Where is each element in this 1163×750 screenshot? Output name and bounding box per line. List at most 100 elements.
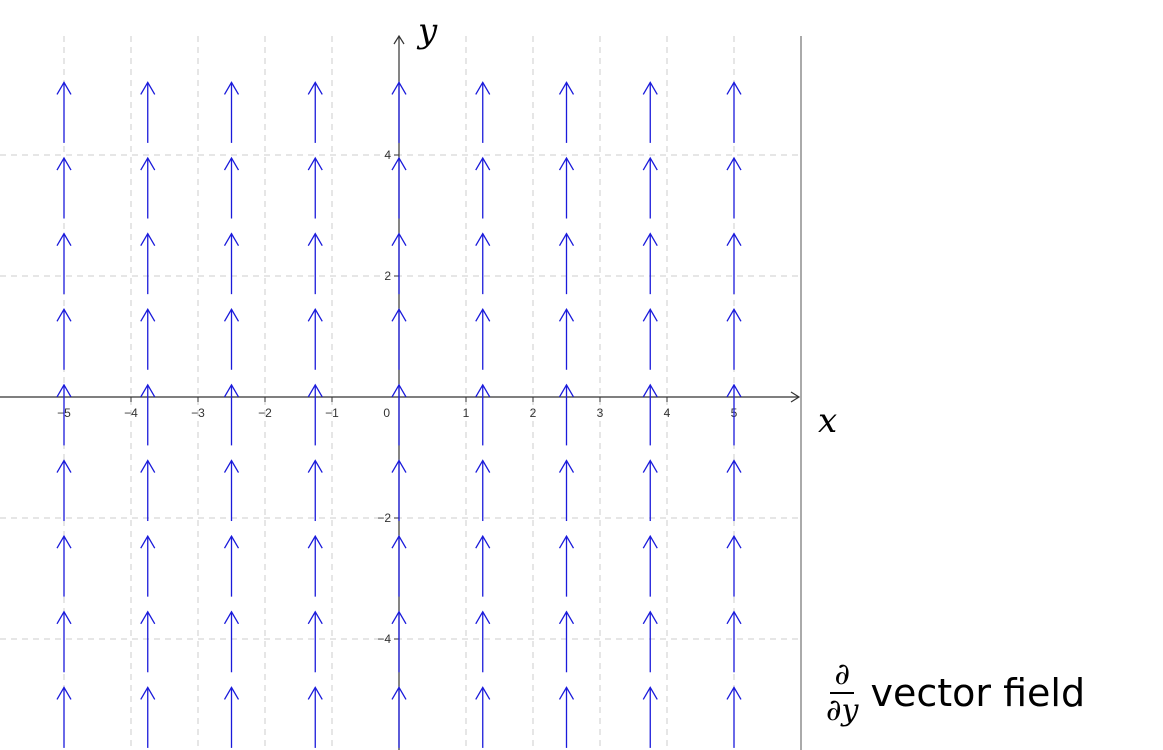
vector-arrow <box>223 307 240 370</box>
vector-arrows <box>56 81 742 748</box>
vector-arrow <box>475 459 491 522</box>
vector-arrow <box>642 459 658 522</box>
vector-arrow <box>140 534 156 597</box>
fraction-denominator: ∂y <box>826 693 859 728</box>
vector-arrow <box>391 459 407 522</box>
vector-arrow <box>307 232 323 295</box>
vector-arrow <box>475 534 491 597</box>
vector-arrow <box>307 81 323 143</box>
x-tick-label: 2 <box>530 406 537 420</box>
vector-arrow <box>391 232 407 295</box>
vector-arrow <box>391 534 407 597</box>
x-axis-label: x <box>818 401 837 441</box>
vector-arrow <box>642 307 658 370</box>
vector-arrow <box>642 383 658 446</box>
vector-arrow <box>391 307 407 370</box>
x-tick-label: −2 <box>258 406 272 420</box>
vector-arrow <box>140 610 156 673</box>
x-tick-label: 3 <box>597 406 604 420</box>
vector-arrow <box>558 81 575 143</box>
fraction-numerator: ∂ <box>830 660 854 694</box>
y-tick-label: −4 <box>377 632 391 646</box>
y-tick-label: −2 <box>377 511 391 525</box>
vector-arrow <box>726 81 742 143</box>
vector-arrow <box>307 156 323 219</box>
vector-arrow <box>475 307 491 370</box>
vector-arrow <box>558 610 575 673</box>
vector-arrow <box>558 534 575 597</box>
vector-arrow <box>558 383 575 446</box>
vector-arrow <box>391 156 407 219</box>
vector-arrow <box>726 534 742 597</box>
vector-arrow <box>726 156 742 219</box>
x-tick-label: −1 <box>325 406 339 420</box>
y-tick-label: 2 <box>384 269 391 283</box>
y-axis-label: y <box>416 11 438 51</box>
vector-arrow <box>558 156 575 219</box>
vector-arrow <box>223 686 240 748</box>
vector-arrow <box>558 459 575 522</box>
vector-arrow <box>223 610 240 673</box>
vector-arrow <box>223 81 240 143</box>
vector-arrow <box>307 686 323 748</box>
x-tick-label: 1 <box>463 406 470 420</box>
vector-arrow <box>726 232 742 295</box>
vector-arrow <box>475 686 491 748</box>
vector-arrow <box>726 686 742 748</box>
vector-arrow <box>140 383 156 446</box>
x-tick-label: −4 <box>124 406 138 420</box>
vector-arrow <box>475 232 491 295</box>
vector-arrow <box>223 232 240 295</box>
caption-text: vector field <box>870 671 1086 715</box>
vector-arrow <box>140 232 156 295</box>
vector-arrow <box>642 81 658 143</box>
vector-arrow <box>642 156 658 219</box>
grid-lines <box>0 36 800 750</box>
vector-arrow <box>558 232 575 295</box>
vector-arrow <box>56 232 72 295</box>
vector-arrow <box>140 156 156 219</box>
x-tick-label: 4 <box>664 406 671 420</box>
vector-arrow <box>307 383 323 446</box>
vector-arrow <box>56 610 72 673</box>
x-tick-label: 0 <box>383 406 390 420</box>
vector-arrow <box>558 307 575 370</box>
vector-arrow <box>391 81 407 143</box>
vector-arrow <box>56 686 72 748</box>
vector-arrow <box>140 686 156 748</box>
y-tick-label: 4 <box>384 148 391 162</box>
vector-arrow <box>642 232 658 295</box>
vector-arrow <box>642 610 658 673</box>
vector-arrow <box>56 459 72 522</box>
x-tick-label: −3 <box>191 406 205 420</box>
chart-caption: ∂ ∂y vector field <box>826 648 1085 738</box>
vector-arrow <box>726 459 742 522</box>
vector-arrow <box>726 383 742 446</box>
vector-arrow <box>391 383 407 446</box>
vector-arrow <box>391 686 407 748</box>
vector-arrow <box>307 307 323 370</box>
vector-arrow <box>475 156 491 219</box>
vector-arrow <box>56 81 72 143</box>
vector-arrow <box>475 81 491 143</box>
y-axis-arrowhead <box>393 34 405 45</box>
vector-arrow <box>56 383 72 446</box>
vector-arrow <box>642 534 658 597</box>
vector-arrow <box>140 81 156 143</box>
vector-arrow <box>726 610 742 673</box>
vector-arrow <box>391 610 407 673</box>
vector-arrow <box>726 307 742 370</box>
vector-arrow <box>223 534 240 597</box>
x-axis-arrowhead <box>790 391 801 403</box>
partial-derivative-fraction: ∂ ∂y <box>826 660 858 726</box>
vector-arrow <box>558 686 575 748</box>
vector-arrow <box>642 686 658 748</box>
vector-arrow <box>140 459 156 522</box>
vector-arrow <box>475 610 491 673</box>
vector-arrow <box>307 610 323 673</box>
vector-arrow <box>223 383 240 446</box>
vector-arrow <box>475 383 491 446</box>
vector-arrow <box>307 534 323 597</box>
vector-arrow <box>223 156 240 219</box>
